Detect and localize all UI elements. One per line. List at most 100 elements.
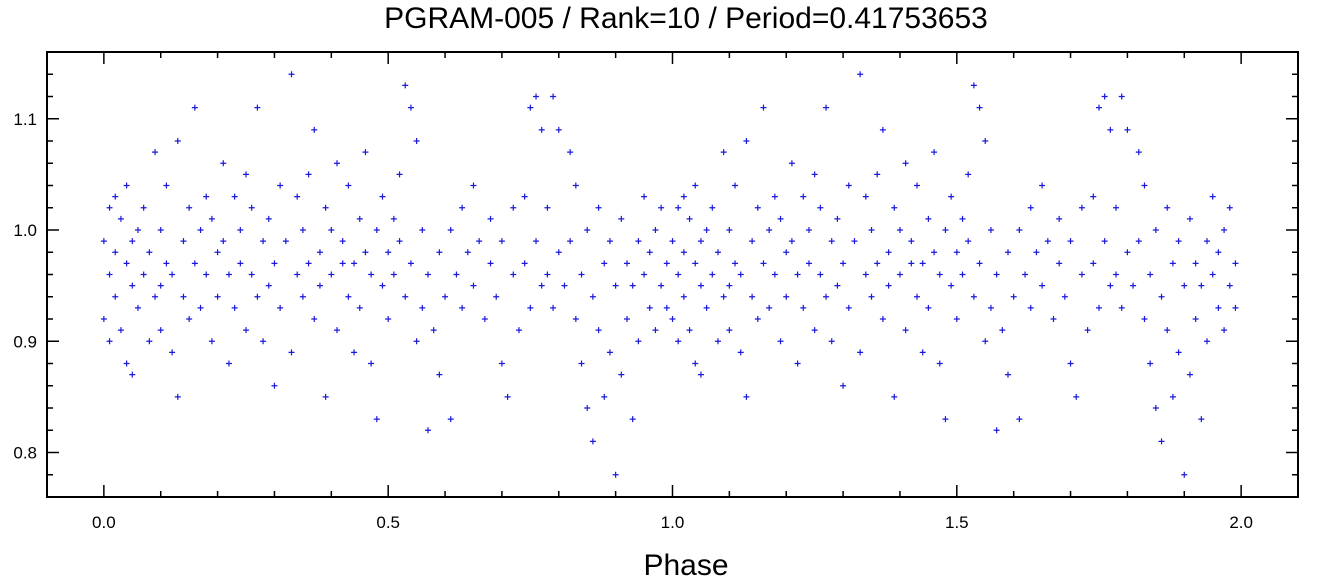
x-tick-label: 0.5 bbox=[376, 513, 400, 532]
data-point bbox=[925, 215, 932, 222]
data-point bbox=[510, 204, 517, 211]
data-point bbox=[112, 293, 119, 300]
data-point bbox=[254, 293, 261, 300]
data-point bbox=[407, 104, 414, 111]
data-point bbox=[1192, 260, 1199, 267]
data-point bbox=[1090, 193, 1097, 200]
data-point bbox=[225, 271, 232, 278]
data-point bbox=[658, 282, 665, 289]
data-point bbox=[345, 293, 352, 300]
data-point bbox=[140, 271, 147, 278]
data-point bbox=[970, 82, 977, 89]
data-point bbox=[390, 271, 397, 278]
data-point bbox=[1135, 149, 1142, 156]
data-point bbox=[680, 249, 687, 256]
data-point bbox=[732, 182, 739, 189]
data-point bbox=[396, 238, 403, 245]
data-point bbox=[430, 327, 437, 334]
data-point bbox=[311, 126, 318, 133]
data-point bbox=[606, 238, 613, 245]
data-point bbox=[606, 349, 613, 356]
data-point bbox=[1050, 316, 1057, 322]
data-point bbox=[368, 360, 375, 367]
data-point bbox=[811, 327, 818, 334]
data-point bbox=[265, 282, 272, 289]
data-point bbox=[248, 204, 255, 211]
data-point bbox=[334, 160, 341, 167]
data-point bbox=[527, 304, 534, 311]
data-point bbox=[601, 260, 608, 267]
data-point bbox=[470, 282, 477, 289]
data-point bbox=[214, 249, 221, 256]
data-point bbox=[680, 193, 687, 200]
data-point bbox=[334, 327, 341, 334]
data-point bbox=[720, 293, 727, 300]
data-point bbox=[396, 171, 403, 178]
data-point bbox=[203, 193, 210, 200]
data-point bbox=[783, 249, 790, 256]
data-point bbox=[1232, 260, 1239, 267]
data-point bbox=[709, 271, 716, 278]
data-point bbox=[771, 271, 778, 278]
data-point bbox=[686, 327, 693, 334]
data-point bbox=[692, 360, 699, 367]
data-point bbox=[658, 204, 665, 211]
y-tick-label: 1.1 bbox=[13, 110, 37, 129]
data-point bbox=[368, 271, 375, 278]
data-point bbox=[766, 304, 773, 311]
data-point bbox=[862, 271, 869, 278]
data-point bbox=[521, 260, 528, 267]
data-point bbox=[817, 271, 824, 278]
data-point bbox=[169, 349, 176, 356]
data-point bbox=[635, 338, 642, 345]
data-point bbox=[1101, 238, 1108, 245]
data-point bbox=[834, 215, 841, 222]
data-point bbox=[447, 227, 454, 233]
data-point bbox=[561, 282, 568, 289]
data-point bbox=[919, 349, 926, 356]
data-point bbox=[743, 393, 750, 400]
data-point bbox=[953, 249, 960, 256]
data-point bbox=[191, 104, 198, 111]
data-point bbox=[510, 271, 517, 278]
data-point bbox=[1232, 304, 1239, 311]
data-point bbox=[402, 293, 409, 300]
data-point bbox=[487, 215, 494, 222]
data-point bbox=[197, 304, 204, 311]
data-point bbox=[1147, 271, 1154, 278]
data-point bbox=[1061, 293, 1068, 300]
data-point bbox=[970, 293, 977, 300]
data-point bbox=[271, 382, 278, 389]
data-point bbox=[169, 271, 176, 278]
data-point bbox=[1016, 227, 1023, 233]
data-point bbox=[857, 71, 864, 78]
data-point bbox=[1141, 316, 1148, 322]
data-point bbox=[811, 171, 818, 178]
data-point bbox=[896, 227, 903, 233]
data-point bbox=[299, 227, 306, 233]
data-point bbox=[225, 360, 232, 367]
data-point bbox=[1022, 271, 1029, 278]
data-point bbox=[1027, 304, 1034, 311]
data-point bbox=[1209, 271, 1216, 278]
data-point bbox=[578, 271, 585, 278]
data-point bbox=[720, 149, 727, 156]
data-point bbox=[362, 149, 369, 156]
data-point bbox=[487, 260, 494, 267]
data-point bbox=[578, 360, 585, 367]
data-point bbox=[1073, 393, 1080, 400]
data-point bbox=[931, 149, 938, 156]
data-point bbox=[419, 227, 426, 233]
data-point bbox=[555, 126, 562, 133]
data-point bbox=[868, 293, 875, 300]
data-point bbox=[669, 316, 676, 322]
data-point bbox=[1130, 282, 1137, 289]
data-point bbox=[248, 271, 255, 278]
data-point bbox=[288, 71, 295, 78]
data-point bbox=[112, 193, 119, 200]
data-point bbox=[100, 238, 107, 245]
y-tick-label: 0.8 bbox=[13, 444, 37, 463]
data-point bbox=[1226, 282, 1233, 289]
data-point bbox=[123, 182, 130, 189]
data-point bbox=[1164, 204, 1171, 211]
